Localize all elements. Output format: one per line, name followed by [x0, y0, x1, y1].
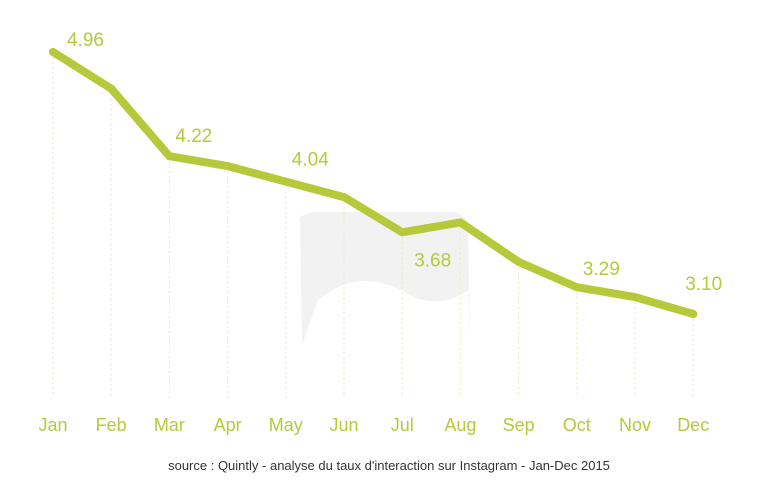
tick-label-apr: Apr [214, 415, 242, 435]
data-point-apr [223, 162, 232, 171]
tick-label-jun: Jun [329, 415, 358, 435]
data-point-feb [107, 84, 116, 93]
data-point-sep [514, 257, 523, 266]
vertical-guides [52, 52, 694, 398]
data-point-aug [456, 218, 465, 227]
tick-label-feb: Feb [96, 415, 127, 435]
data-point-jul [398, 228, 407, 237]
tick-label-mar: Mar [154, 415, 185, 435]
series-line [49, 48, 698, 318]
tick-label-may: May [269, 415, 303, 435]
month-labels: Jan Feb Mar Apr May Jun Jul Aug Sep Oct Nov Dec [38, 415, 709, 435]
data-point-dec [689, 310, 698, 318]
data-point-may [281, 177, 290, 186]
tick-label-jan: Jan [38, 415, 67, 435]
tick-label-jul: Jul [391, 415, 414, 435]
value-label-mar: 4.22 [175, 126, 212, 147]
data-point-oct [572, 283, 581, 292]
watermark-logo [300, 212, 470, 360]
series [49, 48, 698, 318]
tick-label-dec: Dec [677, 415, 709, 435]
value-label-oct: 3.29 [583, 259, 620, 280]
data-point-mar [165, 152, 174, 161]
value-labels: 4.96 4.22 4.04 3.68 3.29 3.10 [67, 30, 722, 295]
source-note: source : Quintly - analyse du taux d'int… [168, 458, 610, 473]
tick-label-nov: Nov [619, 415, 651, 435]
value-label-may: 4.04 [292, 150, 329, 171]
tick-label-oct: Oct [563, 415, 591, 435]
tick-label-aug: Aug [444, 415, 476, 435]
data-point-nov [631, 293, 639, 302]
value-label-dec: 3.10 [685, 274, 722, 295]
value-label-jul: 3.68 [414, 250, 451, 271]
data-point-jan [49, 48, 57, 56]
data-point-jun [340, 193, 348, 202]
value-label-jan: 4.96 [67, 30, 104, 51]
tick-label-sep: Sep [503, 415, 535, 435]
